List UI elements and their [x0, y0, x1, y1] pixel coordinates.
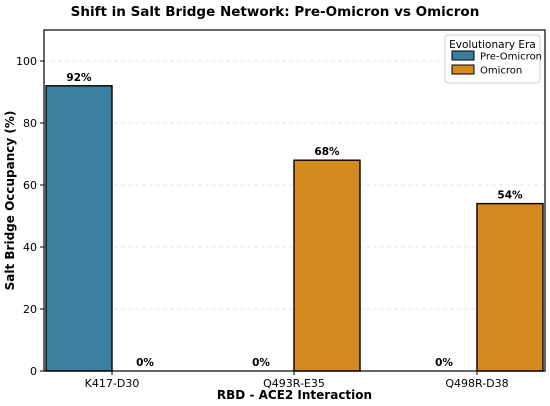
data-labels: 92% 0% 0% 0% 68% 54%	[66, 72, 523, 369]
bar	[45, 85, 113, 372]
bar-value-label: 0%	[252, 357, 270, 369]
y-axis-label: Salt Bridge Occupancy (%)	[3, 111, 17, 291]
y-tick-label: 60	[23, 179, 37, 192]
bar	[293, 159, 361, 372]
y-tick-label: 100	[16, 55, 37, 68]
bar-value-label: 0%	[136, 357, 154, 369]
x-tick-label: Q498R-D38	[445, 377, 508, 390]
chart-title: Shift in Salt Bridge Network: Pre-Omicro…	[71, 4, 480, 20]
y-tick-label: 80	[23, 117, 37, 130]
legend: Evolutionary Era Pre-Omicron Omicron	[444, 34, 542, 84]
legend-entry-label: Omicron	[480, 66, 522, 77]
bar-value-label: 92%	[66, 72, 92, 84]
bars	[45, 85, 544, 372]
legend-swatch	[451, 64, 475, 75]
y-tick-label: 20	[23, 303, 37, 316]
legend-entry-label: Pre-Omicron	[480, 52, 542, 63]
bar-value-label: 54%	[497, 190, 523, 202]
x-axis-label: RBD - ACE2 Interaction	[217, 388, 372, 402]
legend-title: Evolutionary Era	[449, 39, 536, 51]
bar	[476, 202, 544, 372]
bar-value-label: 68%	[314, 146, 340, 158]
x-tick-label: Q493R-E35	[263, 377, 325, 390]
y-tick-label: 40	[23, 241, 37, 254]
bar-value-label: 0%	[435, 357, 453, 369]
legend-swatch	[451, 50, 475, 61]
x-tick-label: K417-D30	[85, 377, 140, 390]
x-axis-ticks: K417-D30 Q493R-E35 Q498R-D38	[85, 371, 509, 390]
y-axis-ticks: 0 20 40 60 80 100	[16, 55, 44, 378]
y-tick-label: 0	[30, 365, 37, 378]
